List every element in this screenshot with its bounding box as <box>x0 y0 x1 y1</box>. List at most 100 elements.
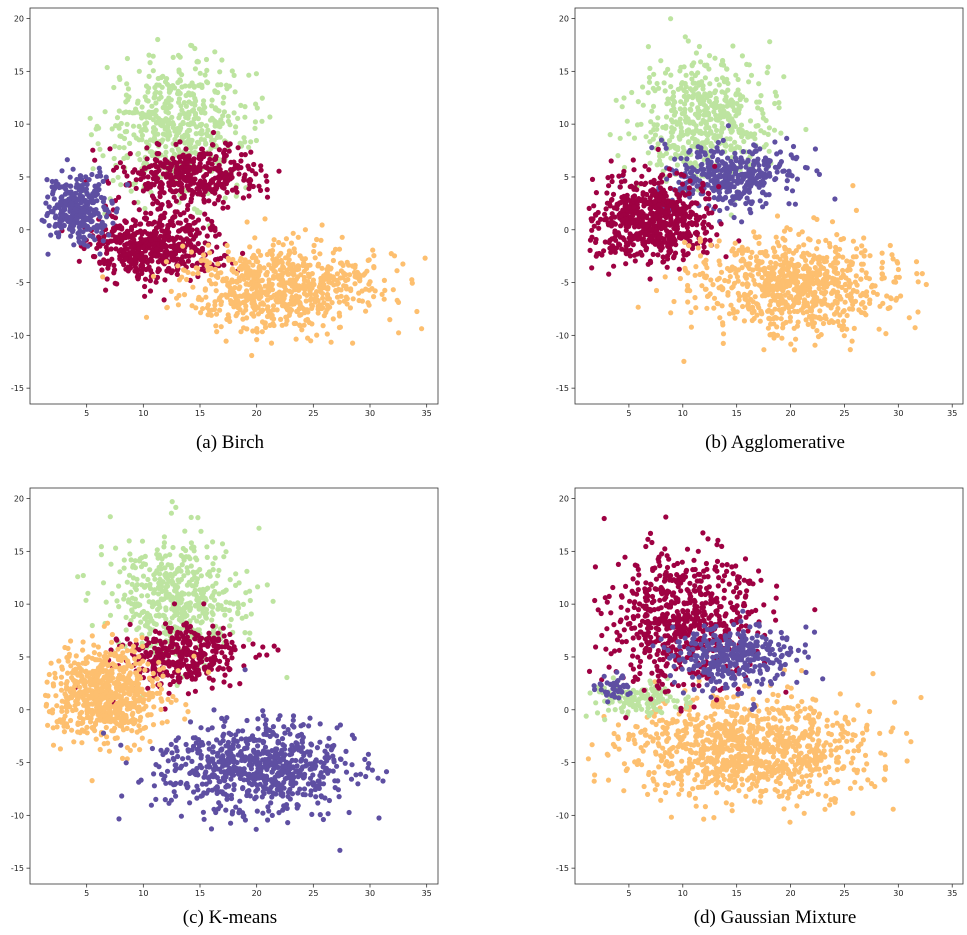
scatter-point <box>221 185 227 191</box>
scatter-point <box>776 243 782 249</box>
scatter-point <box>147 631 153 637</box>
scatter-point <box>765 276 771 282</box>
scatter-point <box>135 151 141 157</box>
scatter-point <box>631 135 638 141</box>
scatter-point <box>295 263 301 269</box>
scatter-point <box>191 206 197 212</box>
scatter-point <box>801 254 807 260</box>
x-tick-label: 5 <box>626 409 631 418</box>
scatter-point <box>117 133 123 139</box>
scatter-point <box>191 84 197 90</box>
scatter-point <box>114 206 120 212</box>
scatter-point <box>210 539 216 545</box>
scatter-point <box>304 307 310 313</box>
scatter-point <box>340 275 346 281</box>
scatter-point <box>100 153 106 159</box>
scatter-point <box>662 88 668 94</box>
scatter-point <box>109 126 115 132</box>
scatter-point <box>867 253 873 259</box>
scatter-point <box>236 580 242 586</box>
scatter-point <box>318 289 324 295</box>
scatter-point <box>143 114 149 120</box>
scatter-point <box>661 80 667 86</box>
scatter-point <box>842 299 848 305</box>
scatter-point <box>685 299 691 305</box>
scatter-point <box>829 219 836 225</box>
scatter-point <box>182 83 188 89</box>
scatter-point <box>207 308 213 314</box>
scatter-point <box>350 296 356 302</box>
scatter-point <box>792 300 798 306</box>
scatter-point <box>305 335 311 341</box>
scatter-point <box>596 225 602 231</box>
scatter-point <box>666 166 672 172</box>
scatter-point <box>183 114 189 120</box>
scatter-point <box>200 252 207 258</box>
scatter-point <box>242 152 248 158</box>
scatter-point <box>229 174 235 180</box>
scatter-point <box>692 295 698 301</box>
scatter-point <box>68 233 74 239</box>
scatter-point <box>325 292 331 298</box>
scatter-point <box>858 250 864 256</box>
scatter-point <box>768 298 774 304</box>
scatter-point <box>171 194 177 200</box>
scatter-point <box>716 184 722 190</box>
scatter-point <box>722 97 728 103</box>
scatter-point <box>687 170 694 176</box>
scatter-point <box>763 117 769 124</box>
scatter-point <box>259 118 265 124</box>
scatter-point <box>258 167 264 173</box>
scatter-point <box>772 139 778 145</box>
scatter-point <box>312 255 318 261</box>
scatter-point <box>712 123 718 129</box>
scatter-point <box>817 308 823 314</box>
scatter-point <box>218 324 224 330</box>
scatter-point <box>840 267 846 274</box>
scatter-point <box>707 237 713 243</box>
scatter-point <box>635 236 641 242</box>
scatter-point <box>209 97 215 103</box>
scatter-point <box>761 180 767 186</box>
scatter-point <box>731 280 738 286</box>
scatter-point <box>815 239 822 245</box>
scatter-point <box>249 311 255 317</box>
scatter-point <box>213 288 219 294</box>
scatter-point <box>117 160 123 166</box>
scatter-point <box>755 271 761 277</box>
scatter-point <box>188 231 194 238</box>
scatter-point <box>893 297 899 303</box>
scatter-point <box>661 197 667 203</box>
scatter-point <box>147 278 153 284</box>
scatter-point <box>609 211 615 217</box>
scatter-point <box>725 181 731 187</box>
scatter-point <box>689 70 695 76</box>
scatter-point <box>699 161 705 167</box>
scatter-point <box>689 135 696 141</box>
scatter-point <box>706 168 712 174</box>
scatter-point <box>224 316 230 322</box>
scatter-point <box>830 319 836 325</box>
scatter-point <box>659 172 666 178</box>
scatter-point <box>53 182 59 188</box>
scatter-point <box>370 247 376 253</box>
scatter-point <box>292 249 298 256</box>
scatter-point <box>786 248 792 254</box>
scatter-point <box>169 219 175 225</box>
scatter-point <box>125 230 131 236</box>
scatter-point <box>778 159 784 165</box>
scatter-point <box>343 286 350 292</box>
scatter-point <box>241 325 247 331</box>
scatter-point <box>331 282 337 288</box>
scatter-point <box>848 296 854 302</box>
scatter-point <box>64 157 70 163</box>
scatter-point <box>589 265 595 271</box>
scatter-point <box>255 311 262 317</box>
scatter-point <box>642 197 648 203</box>
scatter-point <box>181 110 187 117</box>
scatter-point <box>697 236 703 242</box>
scatter-point <box>854 282 860 288</box>
scatter-point <box>212 299 218 305</box>
scatter-point <box>743 164 749 170</box>
scatter-point <box>228 616 234 623</box>
